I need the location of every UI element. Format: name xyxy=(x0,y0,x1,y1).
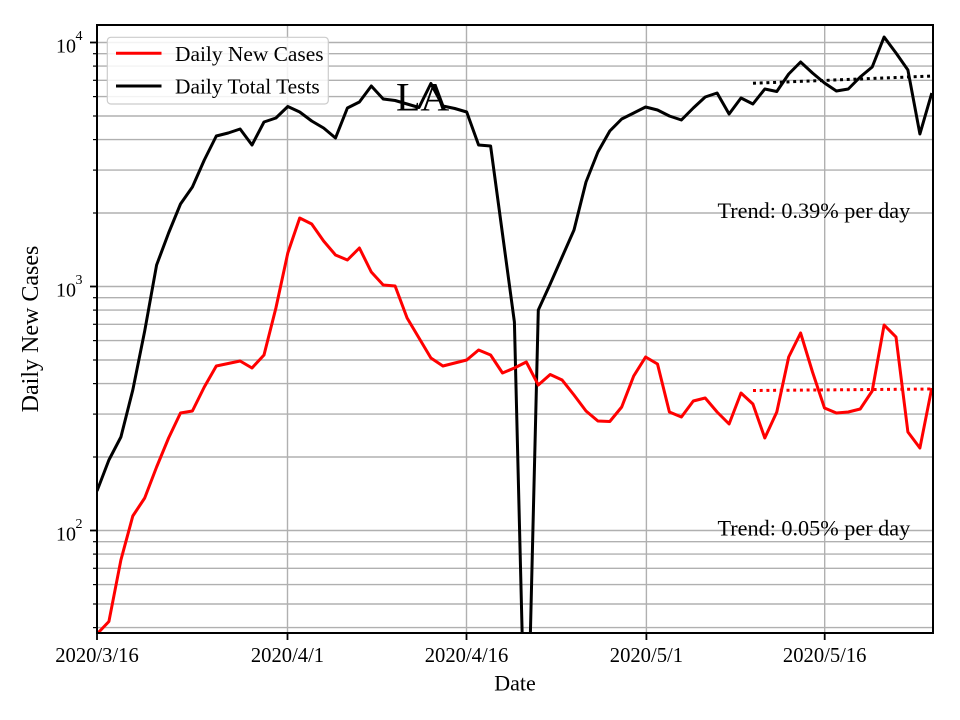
svg-text:10: 10 xyxy=(56,524,76,546)
svg-text:2020/5/1: 2020/5/1 xyxy=(610,645,683,667)
svg-text:4: 4 xyxy=(76,29,83,44)
svg-text:Date: Date xyxy=(494,671,536,696)
svg-text:2020/4/1: 2020/4/1 xyxy=(251,645,324,667)
svg-text:10: 10 xyxy=(56,280,76,302)
svg-text:2020/5/16: 2020/5/16 xyxy=(783,645,867,667)
svg-text:2020/4/16: 2020/4/16 xyxy=(425,645,509,667)
svg-text:3: 3 xyxy=(76,273,83,288)
svg-text:Daily Total Tests: Daily Total Tests xyxy=(175,75,320,99)
svg-text:Trend: 0.39% per day: Trend: 0.39% per day xyxy=(718,198,911,223)
svg-text:2020/3/16: 2020/3/16 xyxy=(55,645,139,667)
svg-text:Daily New Cases: Daily New Cases xyxy=(175,42,324,66)
svg-text:Daily New Cases: Daily New Cases xyxy=(18,246,44,413)
svg-text:2: 2 xyxy=(76,517,83,532)
svg-text:Trend: 0.05% per day: Trend: 0.05% per day xyxy=(718,516,911,541)
svg-text:10: 10 xyxy=(56,36,76,58)
svg-text:LA: LA xyxy=(396,74,449,119)
